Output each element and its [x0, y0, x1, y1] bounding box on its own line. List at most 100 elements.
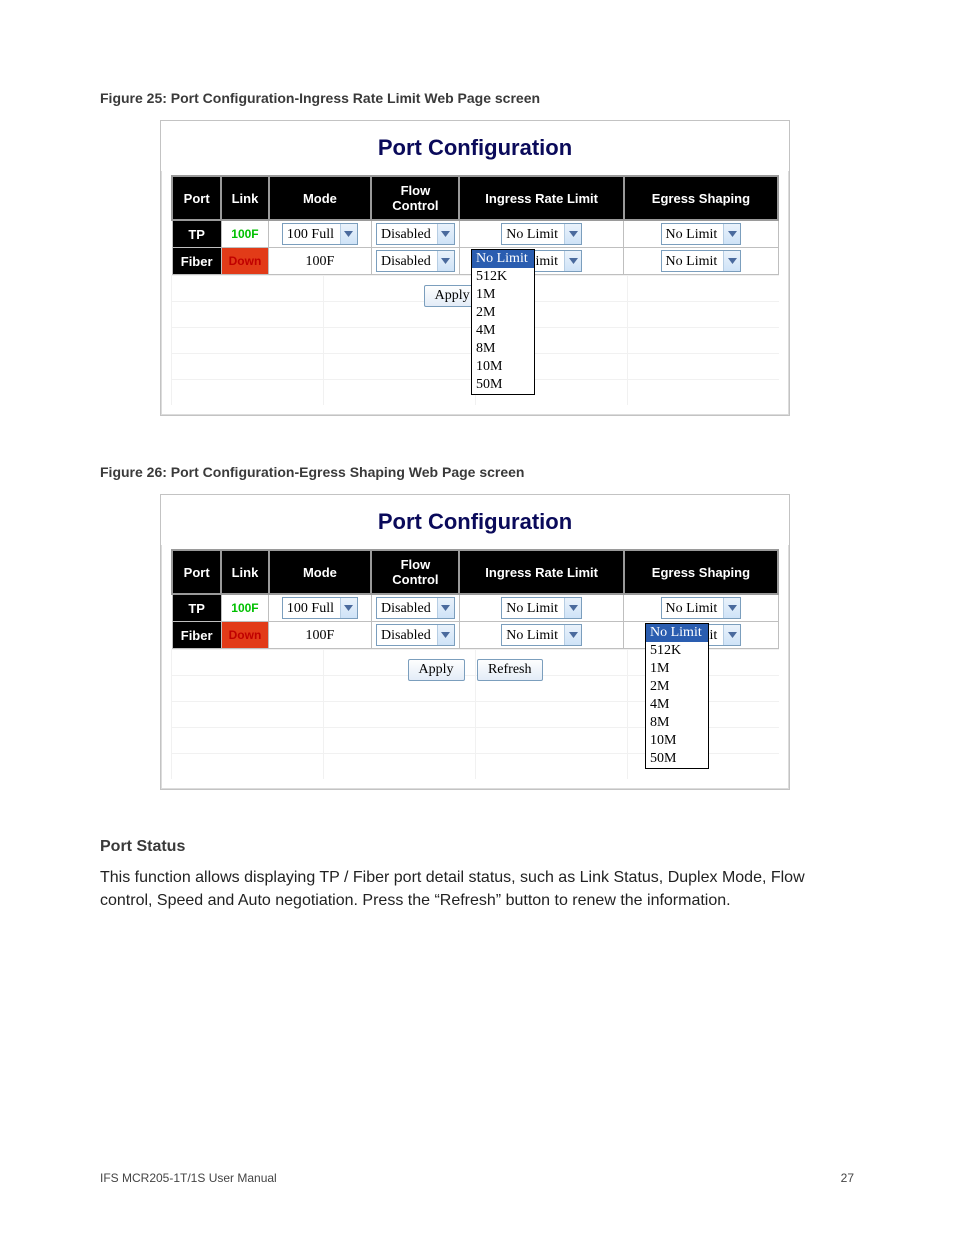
dropdown-option[interactable]: 4M	[472, 322, 534, 340]
port-status-heading: Port Status	[100, 838, 854, 856]
dropdown-option[interactable]: 8M	[646, 714, 708, 732]
col-flow: Flow Control	[371, 550, 459, 594]
port-cell: TP	[172, 220, 221, 248]
flow-control-select-value: Disabled	[377, 251, 437, 271]
footer-left: IFS MCR205-1T/1S User Manual	[100, 1171, 277, 1185]
chevron-down-icon	[723, 224, 740, 244]
chevron-down-icon	[723, 598, 740, 618]
dropdown-option[interactable]: 2M	[472, 304, 534, 322]
port-cell: Fiber	[172, 248, 221, 275]
egress-shaping-select-value: No Limit	[662, 598, 724, 618]
egress-shaping-select[interactable]: No Limit	[661, 597, 742, 619]
chevron-down-icon	[340, 224, 357, 244]
dropdown-option[interactable]: 50M	[472, 376, 534, 394]
col-egress: Egress Shaping	[624, 550, 778, 594]
ingress-rate-dropdown-list[interactable]: No Limit512K1M2M4M8M10M50M	[471, 249, 535, 395]
flow-control-select[interactable]: Disabled	[376, 250, 455, 272]
col-flow: Flow Control	[371, 176, 459, 220]
chevron-down-icon	[437, 625, 454, 645]
figure26-caption: Figure 26: Port Configuration-Egress Sha…	[100, 464, 854, 480]
figure26-title: Port Configuration	[161, 495, 789, 545]
table-row: TP100F 100 Full Disabled No Limit No Limit	[172, 594, 778, 622]
dropdown-option[interactable]: 4M	[646, 696, 708, 714]
figure25-caption: Figure 25: Port Configuration-Ingress Ra…	[100, 90, 854, 106]
egress-shaping-select[interactable]: No Limit	[661, 250, 742, 272]
port-cell: Fiber	[172, 622, 221, 649]
col-egress: Egress Shaping	[624, 176, 778, 220]
chevron-down-icon	[437, 598, 454, 618]
dropdown-option[interactable]: 1M	[646, 660, 708, 678]
figure26-screenshot: Port Configuration Port Link Mode Flow C…	[160, 494, 790, 790]
ingress-rate-select[interactable]: No Limit	[501, 624, 582, 646]
col-ingress: Ingress Rate Limit	[459, 176, 623, 220]
dropdown-option[interactable]: 10M	[646, 732, 708, 750]
ingress-rate-select-value: No Limit	[502, 224, 564, 244]
egress-cell: No Limit	[624, 220, 778, 248]
mode-value: 100F	[306, 628, 335, 643]
dropdown-option[interactable]: 512K	[646, 642, 708, 660]
chevron-down-icon	[564, 598, 581, 618]
mode-cell: 100 Full	[269, 594, 372, 622]
ingress-cell: No Limit	[459, 622, 623, 649]
egress-cell: No Limit	[624, 248, 778, 275]
link-cell: 100F	[221, 594, 268, 622]
footer-page-number: 27	[841, 1171, 854, 1185]
ingress-rate-select-value: No Limit	[502, 598, 564, 618]
ingress-rate-select[interactable]: No Limit	[501, 597, 582, 619]
ingress-rate-select[interactable]: No Limit	[501, 223, 582, 245]
dropdown-option[interactable]: 512K	[472, 268, 534, 286]
table-row: TP100F 100 Full Disabled No Limit No Limit	[172, 220, 778, 248]
dropdown-option[interactable]: No Limit	[472, 250, 534, 268]
ingress-cell: No Limit	[459, 594, 623, 622]
col-mode: Mode	[269, 176, 372, 220]
mode-select[interactable]: 100 Full	[282, 597, 358, 619]
chevron-down-icon	[564, 251, 581, 271]
mode-select[interactable]: 100 Full	[282, 223, 358, 245]
mode-cell: 100 Full	[269, 220, 372, 248]
ingress-cell: No Limit	[459, 220, 623, 248]
flow-control-select-value: Disabled	[377, 224, 437, 244]
flow-control-select[interactable]: Disabled	[376, 223, 455, 245]
flow-cell: Disabled	[371, 248, 459, 275]
chevron-down-icon	[437, 251, 454, 271]
ingress-rate-select-value: No Limit	[502, 625, 564, 645]
chevron-down-icon	[564, 224, 581, 244]
col-port: Port	[172, 176, 221, 220]
flow-control-select-value: Disabled	[377, 625, 437, 645]
port-status-body: This function allows displaying TP / Fib…	[100, 866, 854, 912]
egress-shaping-select-value: No Limit	[662, 251, 724, 271]
link-cell: Down	[221, 622, 268, 649]
dropdown-option[interactable]: 50M	[646, 750, 708, 768]
col-link: Link	[221, 176, 268, 220]
flow-cell: Disabled	[371, 622, 459, 649]
chevron-down-icon	[723, 251, 740, 271]
mode-select-value: 100 Full	[283, 224, 340, 244]
egress-shaping-select[interactable]: No Limit	[661, 223, 742, 245]
egress-shaping-dropdown-list[interactable]: No Limit512K1M2M4M8M10M50M	[645, 623, 709, 769]
egress-shaping-select-value: No Limit	[662, 224, 724, 244]
flow-cell: Disabled	[371, 594, 459, 622]
col-ingress: Ingress Rate Limit	[459, 550, 623, 594]
dropdown-option[interactable]: 1M	[472, 286, 534, 304]
chevron-down-icon	[340, 598, 357, 618]
dropdown-option[interactable]: 2M	[646, 678, 708, 696]
flow-control-select[interactable]: Disabled	[376, 624, 455, 646]
col-port: Port	[172, 550, 221, 594]
apply-button[interactable]: Apply	[408, 659, 465, 681]
mode-cell: 100F	[269, 622, 372, 649]
chevron-down-icon	[723, 625, 740, 645]
mode-select-value: 100 Full	[283, 598, 340, 618]
figure25-title: Port Configuration	[161, 121, 789, 171]
dropdown-option[interactable]: No Limit	[646, 624, 708, 642]
flow-cell: Disabled	[371, 220, 459, 248]
col-link: Link	[221, 550, 268, 594]
chevron-down-icon	[564, 625, 581, 645]
mode-cell: 100F	[269, 248, 372, 275]
dropdown-option[interactable]: 8M	[472, 340, 534, 358]
col-mode: Mode	[269, 550, 372, 594]
link-cell: 100F	[221, 220, 268, 248]
refresh-button[interactable]: Refresh	[477, 659, 543, 681]
dropdown-option[interactable]: 10M	[472, 358, 534, 376]
port-cell: TP	[172, 594, 221, 622]
flow-control-select[interactable]: Disabled	[376, 597, 455, 619]
